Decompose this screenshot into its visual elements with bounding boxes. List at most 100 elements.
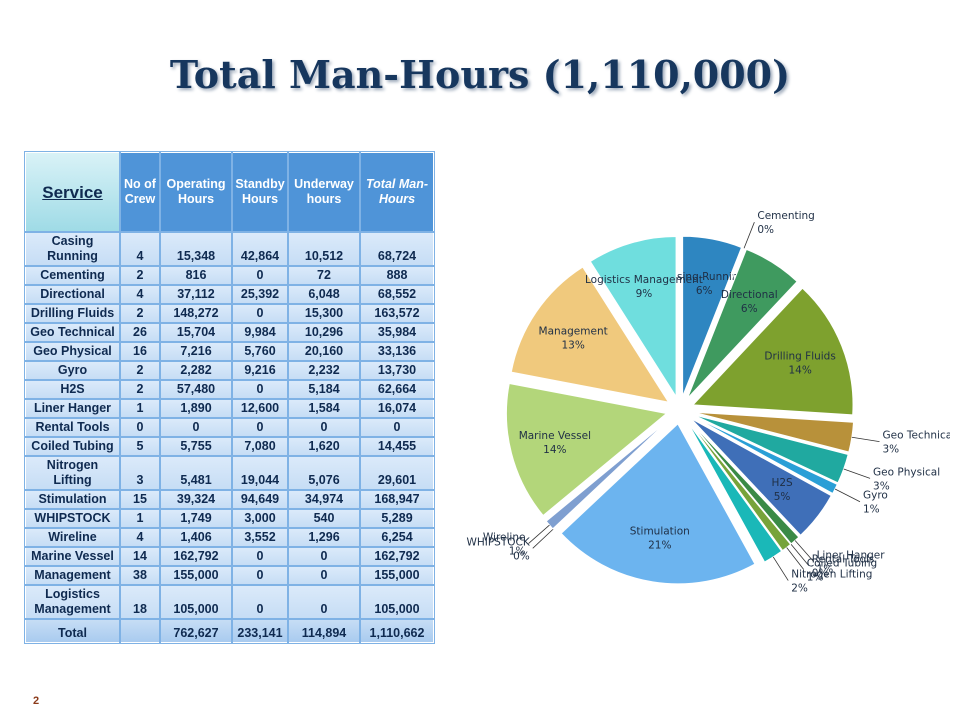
table-cell: 68,724 <box>359 231 435 267</box>
leader-line <box>786 547 805 570</box>
table-cell: 38 <box>119 565 161 586</box>
table-cell: 14,455 <box>359 436 435 457</box>
table-cell: 68,552 <box>359 284 435 305</box>
table-cell: 0 <box>287 565 361 586</box>
slide-title: Total Man-Hours (1,110,000) <box>169 52 791 97</box>
header-cell: Total Man-Hours <box>359 151 435 233</box>
slice-percent: 1% <box>817 564 834 576</box>
pie-chart: Casing Running 6% Cementing 0% Directional 6%… <box>466 210 950 594</box>
table-cell: 7,216 <box>159 341 233 362</box>
table-cell: 0 <box>231 565 289 586</box>
table-cell: Casing Running <box>24 231 121 267</box>
table-cell: 42,864 <box>231 231 289 267</box>
table-cell: 1,296 <box>287 527 361 548</box>
table-cell: H2S <box>24 379 121 400</box>
table-row: H2S 2 57,480 0 5,184 62,664 <box>24 379 435 400</box>
table-cell: 148,272 <box>159 303 233 324</box>
table-body: Casing Running 4 15,348 42,864 10,512 68,724 C… <box>24 231 435 644</box>
slice-label: WHIPSTOCK <box>466 536 530 548</box>
table-cell: 16 <box>119 341 161 362</box>
leader-line <box>851 436 880 442</box>
pie-slice <box>510 266 670 403</box>
table-cell: 155,000 <box>359 565 435 586</box>
table-row: Cementing 2 816 0 72 888 <box>24 265 435 286</box>
table-row: Stimulation 15 39,324 94,649 34,974 168,947 <box>24 489 435 510</box>
leader-line <box>843 468 871 479</box>
leader-line <box>772 556 789 581</box>
table-cell: 5,760 <box>231 341 289 362</box>
slice-label: Nitrogen Lifting <box>791 569 872 581</box>
header-cell: Underway hours <box>287 151 361 233</box>
table-cell: 62,664 <box>359 379 435 400</box>
table-cell: 163,572 <box>359 303 435 324</box>
table-cell: 0 <box>231 379 289 400</box>
table-cell: 19,044 <box>231 455 289 491</box>
leader-line <box>834 488 861 503</box>
slice-label: H2S <box>771 477 793 489</box>
slice-percent: 6% <box>696 285 713 297</box>
table-cell: 0 <box>359 417 435 438</box>
table-row: Liner Hanger 1 1,890 12,600 1,584 16,074 <box>24 398 435 419</box>
leader-line <box>532 528 554 549</box>
table-row: Rental Tools 0 0 0 0 0 <box>24 417 435 438</box>
table-cell: 33,136 <box>359 341 435 362</box>
table-row: Casing Running 4 15,348 42,864 10,512 68,724 <box>24 231 435 267</box>
table-cell: 0 <box>119 417 161 438</box>
leader-line <box>790 543 810 566</box>
table-cell: 6,254 <box>359 527 435 548</box>
header-row: Service No of Crew Operating Hours Standby … <box>24 151 435 233</box>
table-cell: Management <box>24 565 121 586</box>
table-cell: Directional <box>24 284 121 305</box>
table-cell: 5,289 <box>359 508 435 529</box>
pie-slice <box>691 287 854 416</box>
slice-label: Marine Vessel <box>519 430 591 442</box>
table-cell: Wireline <box>24 527 121 548</box>
table-cell: Stimulation <box>24 489 121 510</box>
table-cell: Logistics Management <box>24 584 121 620</box>
table-cell: 20,160 <box>287 341 361 362</box>
slice-label: Casing Running <box>663 271 745 283</box>
slice-label: Liner Hanger <box>817 550 886 562</box>
table-row: Nitrogen Lifting 3 5,481 19,044 5,076 29,601 <box>24 455 435 491</box>
table-cell: 816 <box>159 265 233 286</box>
table-cell: 3,000 <box>231 508 289 529</box>
table-cell: Coiled Tubing <box>24 436 121 457</box>
table-row: WHIPSTOCK 1 1,749 3,000 540 5,289 <box>24 508 435 529</box>
header-cell: Standby Hours <box>231 151 289 233</box>
table-cell: 1,110,662 <box>359 618 435 644</box>
slice-percent: 3% <box>883 444 900 456</box>
table-cell: 105,000 <box>359 584 435 620</box>
table-cell: Geo Physical <box>24 341 121 362</box>
slice-percent: 3% <box>873 480 890 492</box>
slice-percent: 0% <box>812 568 829 580</box>
slice-percent: 6% <box>741 303 758 315</box>
slice-percent: 9% <box>636 288 653 300</box>
table-cell: 0 <box>231 265 289 286</box>
table-cell: 162,792 <box>159 546 233 567</box>
leader-line <box>794 540 814 562</box>
pie-slice <box>505 382 668 517</box>
leader-line <box>743 222 755 249</box>
slice-label: Directional <box>721 289 778 301</box>
hours-table: Service No of Crew Operating Hours Standby … <box>24 151 435 644</box>
table-cell: 2 <box>119 303 161 324</box>
table-cell: Liner Hanger <box>24 398 121 419</box>
table-cell: 540 <box>287 508 361 529</box>
table-cell: Cementing <box>24 265 121 286</box>
header-cell: Service <box>24 151 121 233</box>
pie-slice <box>687 248 798 399</box>
slice-percent: 5% <box>774 491 791 503</box>
slice-label: Cementing <box>757 210 815 222</box>
slice-label: Gyro <box>863 490 888 502</box>
table-cell: 5,076 <box>287 455 361 491</box>
slice-label: Logistics Management <box>585 274 703 286</box>
table-cell: Gyro <box>24 360 121 381</box>
table-cell <box>119 618 161 644</box>
leader-line <box>528 524 550 544</box>
table-cell: 0 <box>231 546 289 567</box>
table-cell: 37,112 <box>159 284 233 305</box>
table-cell: Rental Tools <box>24 417 121 438</box>
slice-percent: 1% <box>807 572 824 584</box>
pie-slice <box>692 415 838 495</box>
